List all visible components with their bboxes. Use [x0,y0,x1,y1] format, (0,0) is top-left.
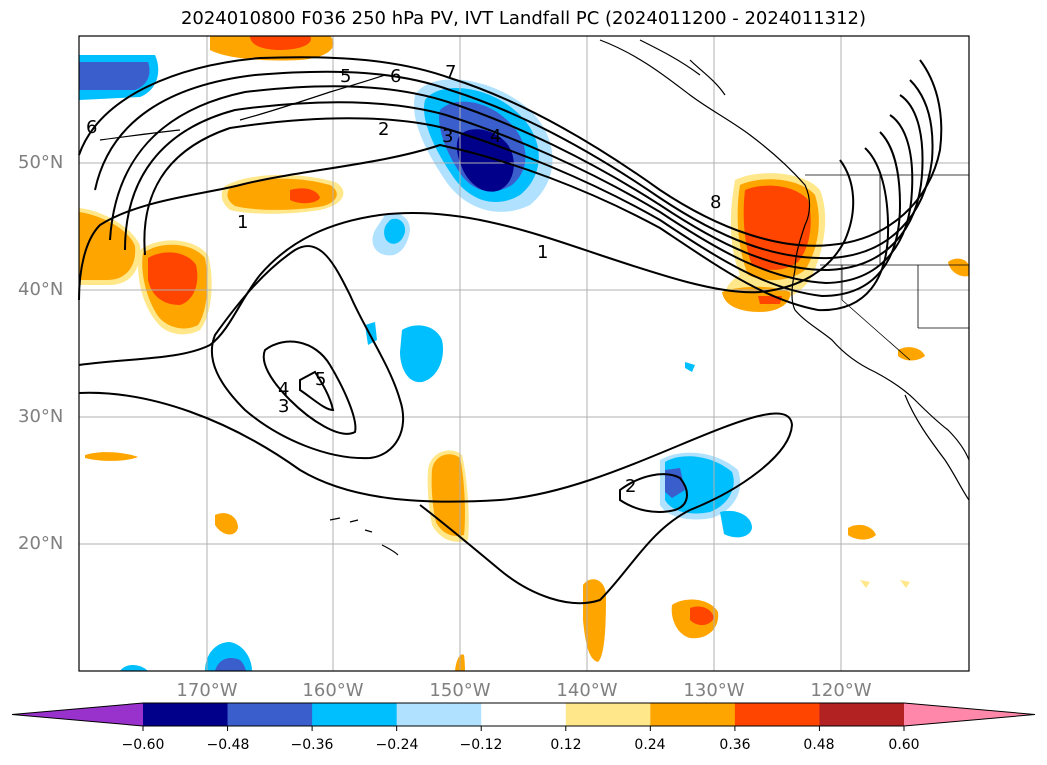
lat-label-40n: 40°N [18,279,64,300]
contour-label: 2 [378,119,389,140]
colorbar-tick: 0.36 [719,737,751,753]
contour-labels: 1 2 3 4 5 6 7 8 2 3 4 5 1 2 6 [86,62,721,497]
contour-label: 3 [442,126,453,147]
graticule [79,36,969,671]
colorbar-tick: 0.60 [888,737,920,753]
colorbar-bin [143,703,229,726]
lat-label-20n: 20°N [18,533,64,554]
colorbar-bin [481,703,567,726]
state-borders [805,174,969,361]
colorbar-bin [565,703,651,726]
lon-label-150w: 150°W [429,680,491,701]
lon-label-130w: 130°W [683,680,745,701]
contour-label: 4 [278,379,289,400]
contour-label: 3 [278,396,289,417]
lon-label-160w: 160°W [302,680,364,701]
contour-label: 6 [390,66,401,87]
colorbar-extend-max [904,703,1035,726]
contour-label: 6 [86,117,97,138]
lat-label-30n: 30°N [18,406,64,427]
colorbar-bin [227,703,313,726]
colorbar-tick: −0.60 [121,737,165,753]
contour-label: 4 [490,126,501,147]
colorbar-tick: −0.12 [459,737,503,753]
pv-shading [79,36,969,671]
colorbar-bin [650,703,736,726]
lat-label-50n: 50°N [18,152,64,173]
contour-label: 1 [237,212,248,233]
contour-label: 7 [445,62,456,83]
lon-label-140w: 140°W [556,680,618,701]
colorbar-bin [819,703,905,726]
colorbar-tick: −0.24 [375,737,419,753]
lon-label-120w: 120°W [810,680,872,701]
lon-label-170w: 170°W [176,680,238,701]
coastlines [99,39,970,556]
plot-frame [78,35,970,672]
ivt-contours [78,56,943,605]
colorbar-bin [734,703,820,726]
colorbar-bin [396,703,482,726]
contour-label: 1 [537,242,548,263]
colorbar [11,702,1036,731]
colorbar-bin [312,703,398,726]
colorbar-tick: −0.36 [290,737,334,753]
colorbar-tick: 0.24 [634,737,666,753]
contour-label: 5 [315,369,326,390]
colorbar-tick: −0.48 [206,737,250,753]
contour-label: 8 [710,192,721,213]
colorbar-tick: 0.12 [550,737,582,753]
colorbar-tick: 0.48 [803,737,835,753]
contour-label: 2 [625,476,636,497]
colorbar-extend-min [12,703,143,726]
contour-label: 5 [340,66,351,87]
map-title: 2024010800 F036 250 hPa PV, IVT Landfall… [180,8,867,29]
